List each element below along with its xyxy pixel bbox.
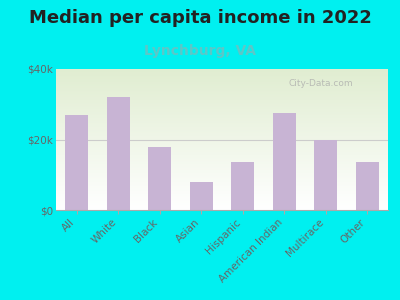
Text: City-Data.com: City-Data.com (288, 79, 353, 88)
Bar (356, 162, 379, 210)
Bar (65, 115, 88, 210)
Bar (314, 140, 337, 210)
Text: Lynchburg, VA: Lynchburg, VA (144, 44, 256, 58)
Bar (148, 147, 171, 210)
Bar (231, 162, 254, 210)
Bar (107, 97, 130, 210)
Text: Median per capita income in 2022: Median per capita income in 2022 (28, 9, 372, 27)
Bar (273, 113, 296, 210)
Bar (190, 182, 213, 210)
